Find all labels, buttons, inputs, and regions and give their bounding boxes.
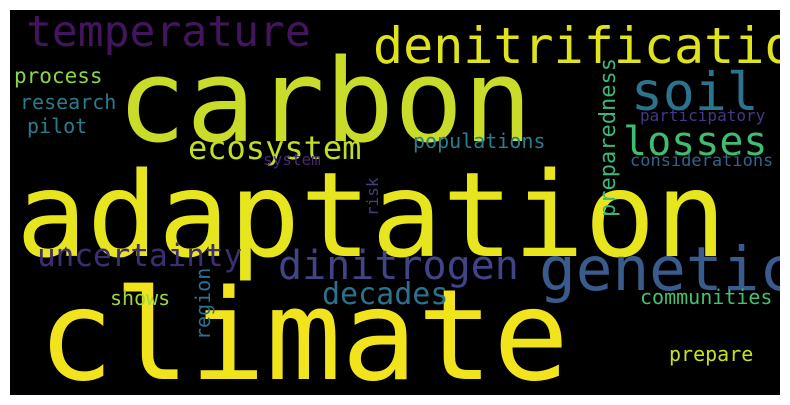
word-decades: decades bbox=[322, 277, 449, 312]
word-denitrification: denitrification bbox=[373, 17, 780, 75]
word-shows: shows bbox=[110, 286, 171, 310]
word-pilot: pilot bbox=[27, 114, 88, 138]
word-ecosystem: ecosystem bbox=[188, 129, 362, 167]
word-research: research bbox=[20, 90, 117, 114]
word-considerations: considerations bbox=[630, 151, 774, 171]
word-region: region bbox=[191, 267, 215, 340]
word-losses: losses bbox=[623, 119, 768, 165]
word-temperature: temperature bbox=[26, 10, 311, 57]
word-communities: communities bbox=[640, 285, 773, 309]
word-cloud: carbon adaptation climate denitrificatio… bbox=[10, 10, 780, 395]
word-soil: soil bbox=[631, 62, 759, 123]
word-genetic: genetic bbox=[539, 234, 780, 305]
word-uncertainty: uncertainty bbox=[37, 238, 243, 274]
word-system: system bbox=[263, 150, 321, 169]
word-dinitrogen: dinitrogen bbox=[278, 243, 519, 289]
word-populations: populations bbox=[413, 129, 546, 153]
word-climate: climate bbox=[38, 262, 570, 396]
word-process: process bbox=[14, 64, 103, 88]
word-prepare: prepare bbox=[669, 342, 754, 366]
word-adaptation: adaptation bbox=[16, 146, 727, 284]
word-carbon: carbon bbox=[117, 35, 533, 169]
word-preparedness: preparedness bbox=[596, 58, 621, 217]
word-risk: risk bbox=[363, 177, 382, 216]
word-participatory: participatory bbox=[640, 106, 766, 125]
